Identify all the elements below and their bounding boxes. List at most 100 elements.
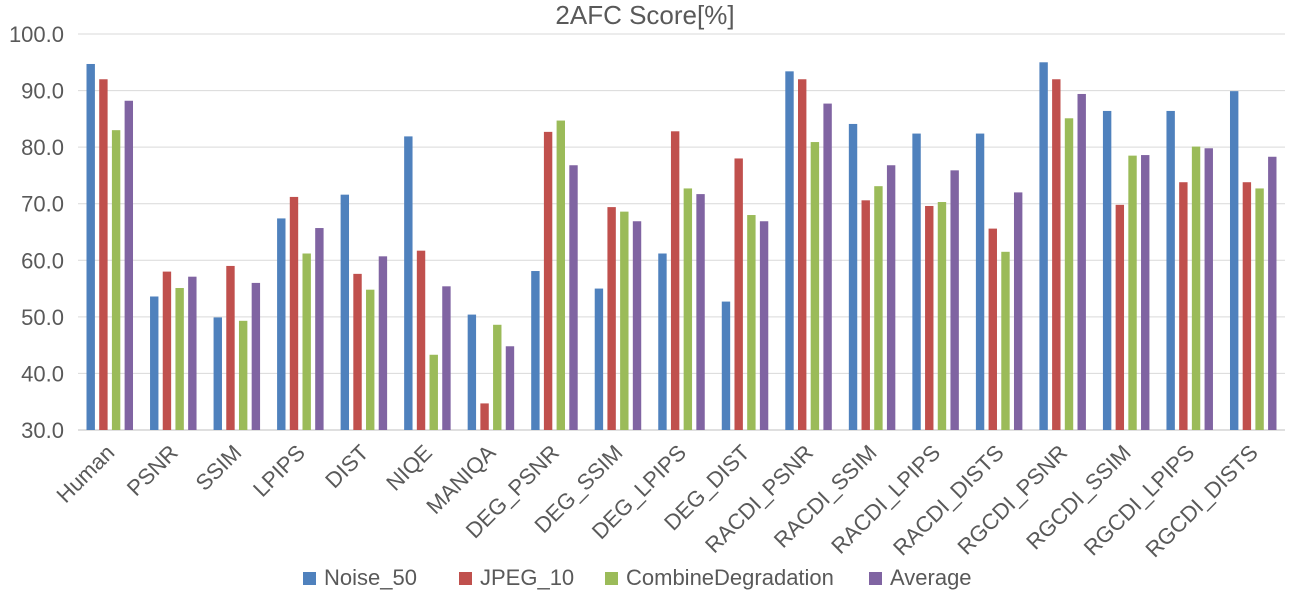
bar <box>315 228 324 430</box>
bar <box>1268 156 1277 430</box>
bar <box>531 271 540 430</box>
y-axis: 30.0 40.0 50.0 60.0 70.0 80.0 90.0 100.0 <box>9 22 1285 443</box>
bar <box>86 63 95 430</box>
bar <box>111 130 121 431</box>
legend-label: JPEG_10 <box>480 565 574 590</box>
x-tick-label: RGCDI_LPIPS <box>1079 440 1200 561</box>
bar <box>1179 182 1188 430</box>
legend-label: Noise_50 <box>324 565 417 590</box>
bar <box>632 221 642 430</box>
bar <box>429 354 438 430</box>
bar <box>302 253 311 430</box>
bar <box>353 273 362 430</box>
bar <box>1064 118 1074 430</box>
x-tick-label: PSNR <box>122 440 183 501</box>
bar <box>150 296 159 430</box>
bar <box>594 288 604 430</box>
bar <box>937 202 947 430</box>
bar <box>810 142 820 431</box>
bar <box>543 131 553 430</box>
bar <box>251 282 261 430</box>
bar <box>340 194 350 430</box>
bar <box>721 301 731 430</box>
x-tick-label: SSIM <box>191 440 247 496</box>
bar <box>1001 251 1010 430</box>
bar <box>798 79 807 430</box>
bar <box>950 170 959 430</box>
bar <box>1128 155 1137 430</box>
x-tick-label: NIQE <box>381 440 437 496</box>
bar <box>99 79 108 430</box>
bar <box>785 71 794 430</box>
bar <box>734 158 743 430</box>
bar <box>493 324 502 430</box>
x-tick-label: RGCDI_DISTS <box>1140 440 1262 562</box>
bar <box>620 211 629 430</box>
x-tick-label: RGCDI_PSNR <box>953 440 1073 560</box>
bar <box>480 403 489 430</box>
x-tick-label: LPIPS <box>248 440 310 502</box>
y-tick-label: 50.0 <box>21 305 64 330</box>
bar <box>442 286 451 430</box>
bar <box>1077 93 1086 430</box>
bar <box>556 120 565 431</box>
bar <box>289 196 299 430</box>
legend-swatch <box>303 572 316 585</box>
bar <box>1204 148 1213 430</box>
bar <box>1242 182 1252 430</box>
bar <box>1229 91 1239 430</box>
bar <box>696 194 705 430</box>
bar <box>670 131 680 431</box>
x-tick-label: RACDI_DISTS <box>888 440 1009 561</box>
bar <box>683 188 693 430</box>
x-tick-label: DIST <box>320 440 373 493</box>
bar <box>861 200 870 430</box>
bar <box>1115 204 1125 430</box>
bars <box>86 62 1277 431</box>
y-tick-label: 40.0 <box>21 361 64 386</box>
bar <box>925 205 934 430</box>
bar <box>505 346 515 430</box>
bar <box>975 133 985 430</box>
bar <box>366 289 375 430</box>
bar <box>747 215 756 430</box>
bar <box>1039 62 1048 430</box>
bar <box>1141 155 1150 430</box>
bar <box>238 320 248 430</box>
bar <box>162 271 172 430</box>
bar <box>1013 192 1023 430</box>
bar <box>1166 110 1175 430</box>
bar <box>378 256 388 430</box>
x-axis: Human PSNR SSIM LPIPS DIST NIQEMANIQADEG_PSNR… <box>51 440 1262 562</box>
bar <box>607 207 616 430</box>
bar <box>848 123 858 430</box>
bar <box>886 165 896 430</box>
bar <box>988 228 997 430</box>
bar <box>658 253 667 430</box>
legend-swatch <box>605 572 618 585</box>
x-tick-label: Human <box>51 440 119 508</box>
bar <box>213 317 222 430</box>
legend-label: Average <box>890 565 972 590</box>
bar <box>277 218 286 430</box>
bar <box>1052 79 1061 430</box>
bar <box>1102 110 1112 430</box>
bar <box>912 133 921 430</box>
bar <box>188 276 197 430</box>
y-tick-label: 90.0 <box>21 79 64 104</box>
y-tick-label: 30.0 <box>21 418 64 443</box>
chart-title: 2AFC Score[%] <box>555 0 734 30</box>
bar <box>175 288 184 430</box>
bar <box>404 136 413 430</box>
bar <box>569 165 578 430</box>
legend-label: CombineDegradation <box>626 565 834 590</box>
bar <box>1255 188 1264 430</box>
bar <box>124 100 134 430</box>
bar <box>416 250 426 430</box>
bar <box>226 265 235 430</box>
bar <box>823 103 832 430</box>
y-tick-label: 100.0 <box>9 22 64 47</box>
bar <box>467 314 477 430</box>
legend-swatch <box>459 572 472 585</box>
